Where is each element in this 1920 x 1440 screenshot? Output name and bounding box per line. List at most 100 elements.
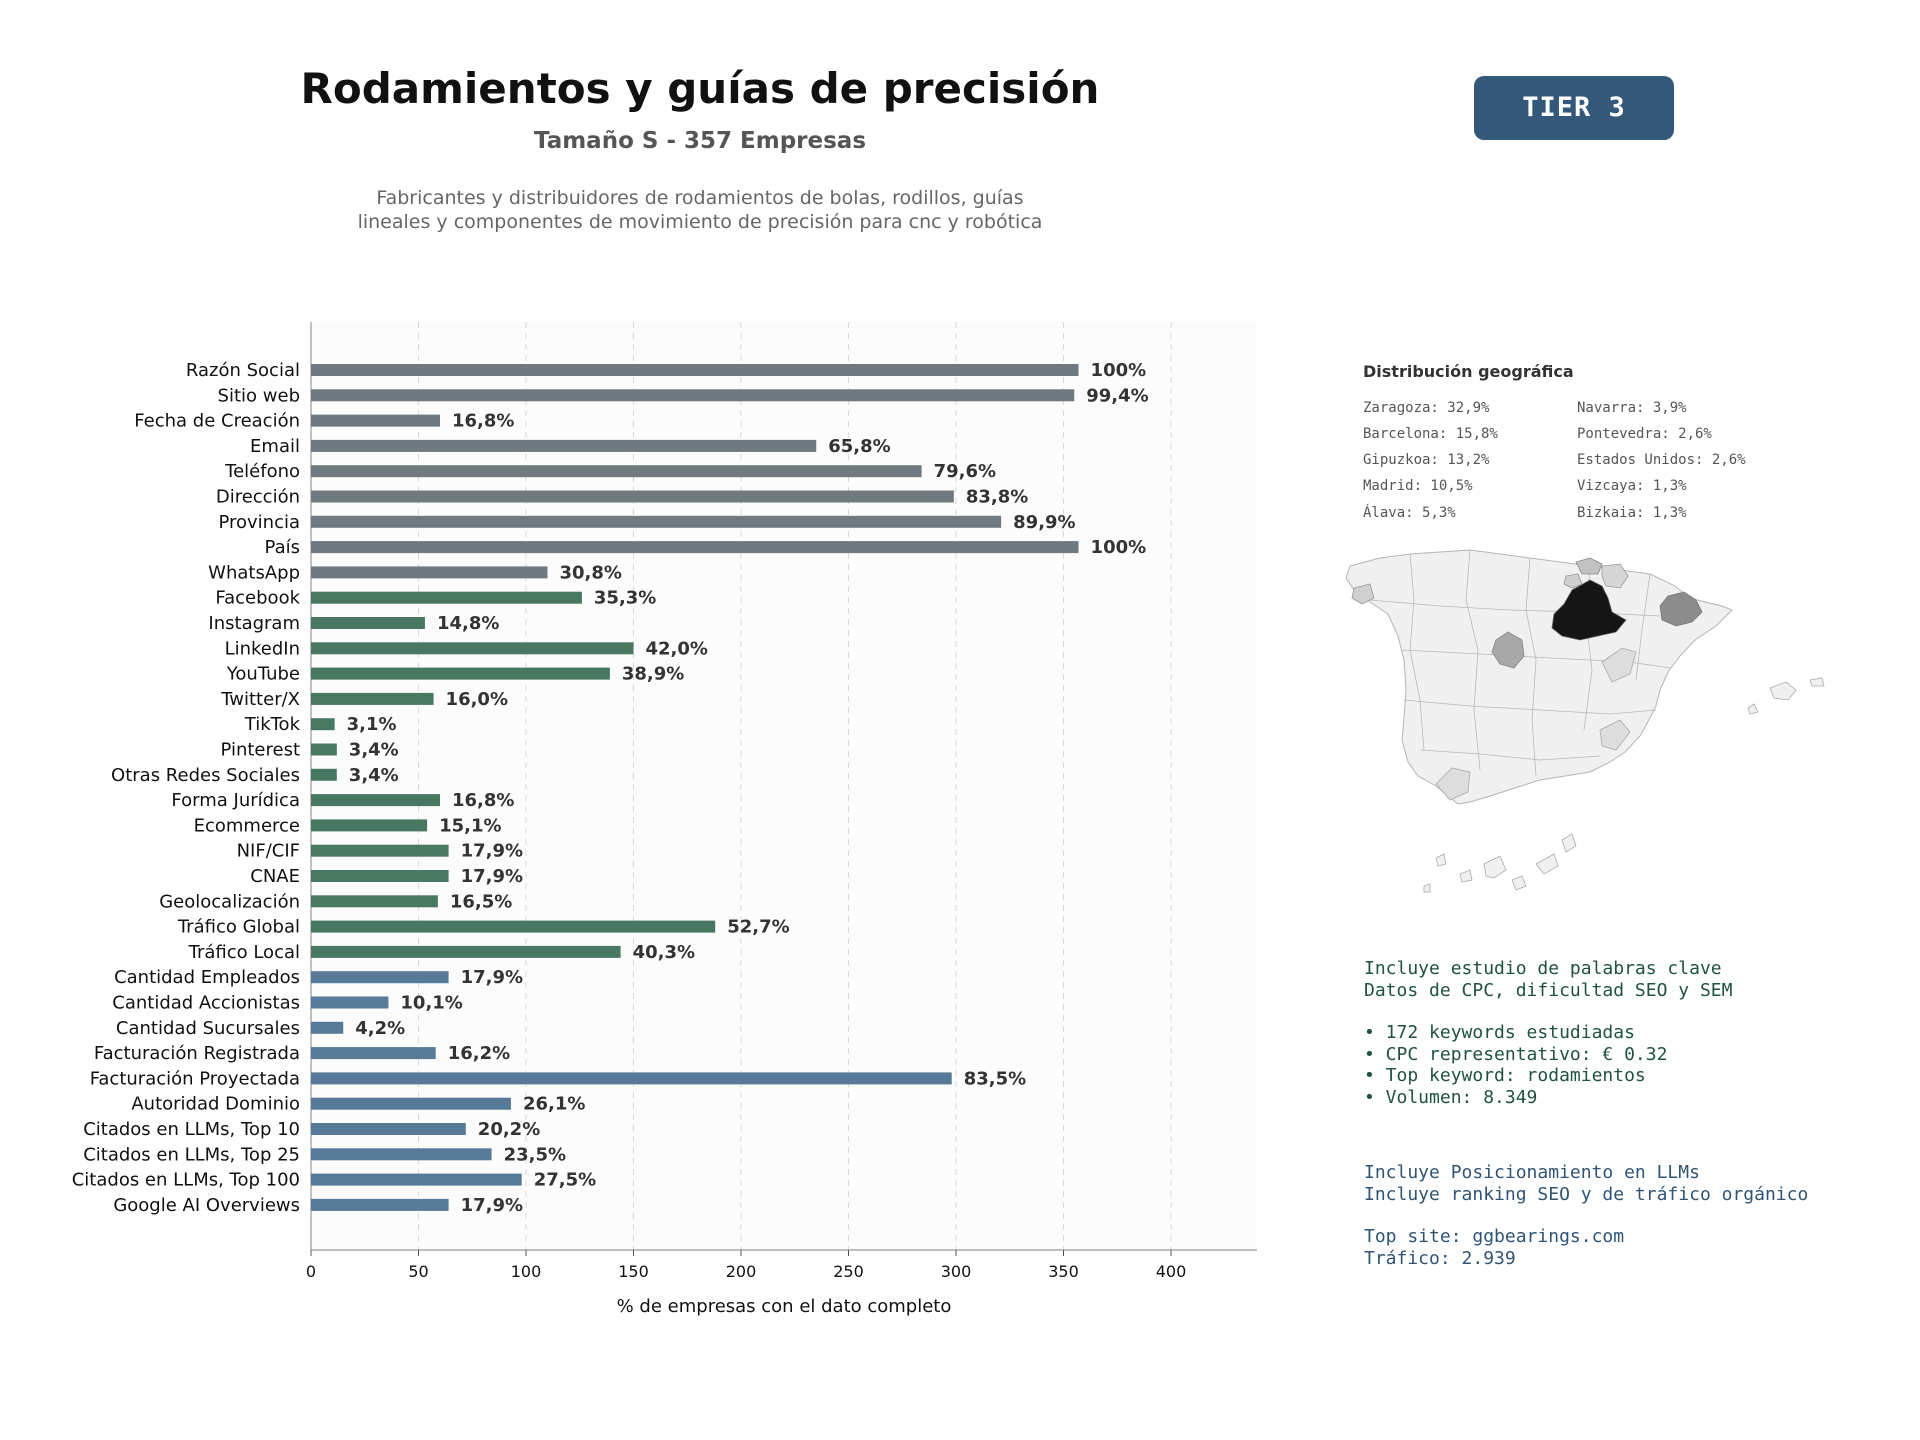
chart-subtitle: Tamaño S - 357 Empresas <box>533 128 867 154</box>
bar <box>311 1047 436 1060</box>
bar <box>311 541 1079 554</box>
y-tick-label: Cantidad Accionistas <box>112 993 300 1014</box>
geo-item: Bizkaia: 1,3% <box>1577 505 1687 521</box>
bar <box>311 1148 492 1161</box>
keyword-bullet: • 172 keywords estudiadas <box>1364 1022 1635 1043</box>
geo-item: Zaragoza: 32,9% <box>1363 400 1490 416</box>
map-region-zaragoza <box>1551 579 1627 641</box>
data-label: 20,2% <box>478 1119 540 1140</box>
y-tick-label: Autoridad Dominio <box>131 1094 300 1115</box>
x-axis-label: % de empresas con el dato completo <box>617 1296 952 1317</box>
data-label: 100% <box>1091 537 1147 558</box>
data-label: 35,3% <box>594 588 656 609</box>
bar <box>311 1097 511 1110</box>
data-label: 26,1% <box>523 1094 585 1115</box>
bar <box>311 1123 466 1135</box>
geo-item: Madrid: 10,5% <box>1363 478 1473 494</box>
bar <box>311 794 440 807</box>
top-site-traffic: Tráfico: 2.939 <box>1364 1247 1516 1269</box>
data-label: 15,1% <box>439 815 501 836</box>
data-label: 40,3% <box>633 942 695 963</box>
keyword-bullet: • Volumen: 8.349 <box>1364 1086 1538 1108</box>
sector-description: Fabricantes y distribuidores de rodamien… <box>100 186 1300 234</box>
geo-item: Vizcaya: 1,3% <box>1577 478 1687 494</box>
bar <box>311 844 449 857</box>
y-tick-label: Teléfono <box>224 461 300 482</box>
data-label: 16,8% <box>452 790 514 811</box>
y-tick-label: Citados en LLMs, Top 100 <box>72 1170 300 1191</box>
data-label: 17,9% <box>461 1195 523 1216</box>
keyword-bullet: • Top keyword: rodamientos <box>1364 1065 1646 1086</box>
description-line-1: Fabricantes y distribuidores de rodamien… <box>376 187 1024 209</box>
y-tick-label: Sitio web <box>218 385 300 406</box>
bar <box>311 692 434 705</box>
x-tick-label: 400 <box>1156 1262 1187 1281</box>
data-label: 99,4% <box>1086 385 1148 406</box>
bar <box>311 945 621 958</box>
x-tick-label: 150 <box>618 1262 649 1281</box>
y-tick-label: Fecha de Creación <box>134 411 300 432</box>
data-label: 3,4% <box>349 740 399 761</box>
map-region-huelva <box>1435 767 1471 801</box>
y-tick-label: NIF/CIF <box>237 841 300 862</box>
y-tick-label: Google AI Overviews <box>113 1195 300 1216</box>
map-region-barcelona <box>1659 591 1703 627</box>
plot-area <box>311 322 1257 1250</box>
y-tick-label: Tráfico Global <box>177 917 300 938</box>
data-label: 16,2% <box>448 1043 510 1064</box>
bar <box>311 1198 449 1211</box>
y-tick-label: Tráfico Local <box>188 942 300 963</box>
data-label: 16,8% <box>452 411 514 432</box>
y-tick-label: Geolocalización <box>159 891 300 912</box>
geo-item: Estados Unidos: 2,6% <box>1577 452 1746 468</box>
map-region-navarra <box>1601 563 1629 589</box>
llm-panel: Incluye Posicionamiento en LLMs Incluye … <box>1364 1162 1808 1269</box>
data-label: 83,5% <box>964 1068 1026 1089</box>
data-label: 17,9% <box>461 967 523 988</box>
data-label: 4,2% <box>355 1018 405 1039</box>
chart-title: Rodamientos y guías de precisión <box>300 64 1100 113</box>
geo-item: Navarra: 3,9% <box>1577 400 1687 416</box>
y-tick-label: Ecommerce <box>194 815 300 836</box>
geo-item: Pontevedra: 2,6% <box>1577 426 1712 442</box>
data-label: 100% <box>1091 360 1147 381</box>
data-label: 83,8% <box>966 487 1028 508</box>
map-canary-islands <box>1423 833 1577 893</box>
y-tick-label: Citados en LLMs, Top 25 <box>83 1144 300 1165</box>
geo-item: Barcelona: 15,8% <box>1363 426 1498 442</box>
keyword-bullet: • CPC representativo: € 0.32 <box>1364 1043 1668 1065</box>
bar <box>311 1173 522 1186</box>
data-label: 17,9% <box>461 866 523 887</box>
map-region-valencia <box>1601 647 1637 683</box>
map-region-pontevedra <box>1351 583 1375 605</box>
bar <box>311 718 335 731</box>
y-tick-label: Dirección <box>216 487 300 508</box>
bar <box>311 591 582 604</box>
y-tick-label: Provincia <box>218 512 300 533</box>
data-label: 65,8% <box>828 436 890 457</box>
keywords-panel: Incluye estudio de palabras clave Datos … <box>1364 958 1732 1108</box>
y-tick-label: Cantidad Empleados <box>114 967 300 988</box>
bar <box>311 642 634 655</box>
bar <box>311 819 428 832</box>
data-label: 42,0% <box>646 638 708 659</box>
map-region-alicante <box>1599 719 1631 751</box>
y-tick-label: Email <box>250 436 300 457</box>
bar <box>311 920 716 933</box>
y-tick-label: CNAE <box>250 866 300 887</box>
bar <box>311 971 449 984</box>
x-tick-label: 200 <box>726 1262 757 1281</box>
y-tick-label: Cantidad Sucursales <box>116 1018 300 1039</box>
data-label: 52,7% <box>727 917 789 938</box>
data-label: 38,9% <box>622 664 684 685</box>
y-tick-label: Instagram <box>208 613 300 634</box>
bar <box>311 895 438 908</box>
bar <box>311 996 389 1009</box>
geo-item: Álava: 5,3% <box>1363 505 1456 521</box>
x-tick-label: 300 <box>941 1262 972 1281</box>
y-tick-label: Facebook <box>215 588 300 609</box>
top-site: Top site: ggbearings.com <box>1364 1226 1625 1247</box>
llm-line-1: Incluye Posicionamiento en LLMs <box>1364 1162 1700 1183</box>
bar <box>311 566 548 579</box>
y-tick-label: LinkedIn <box>225 638 300 659</box>
